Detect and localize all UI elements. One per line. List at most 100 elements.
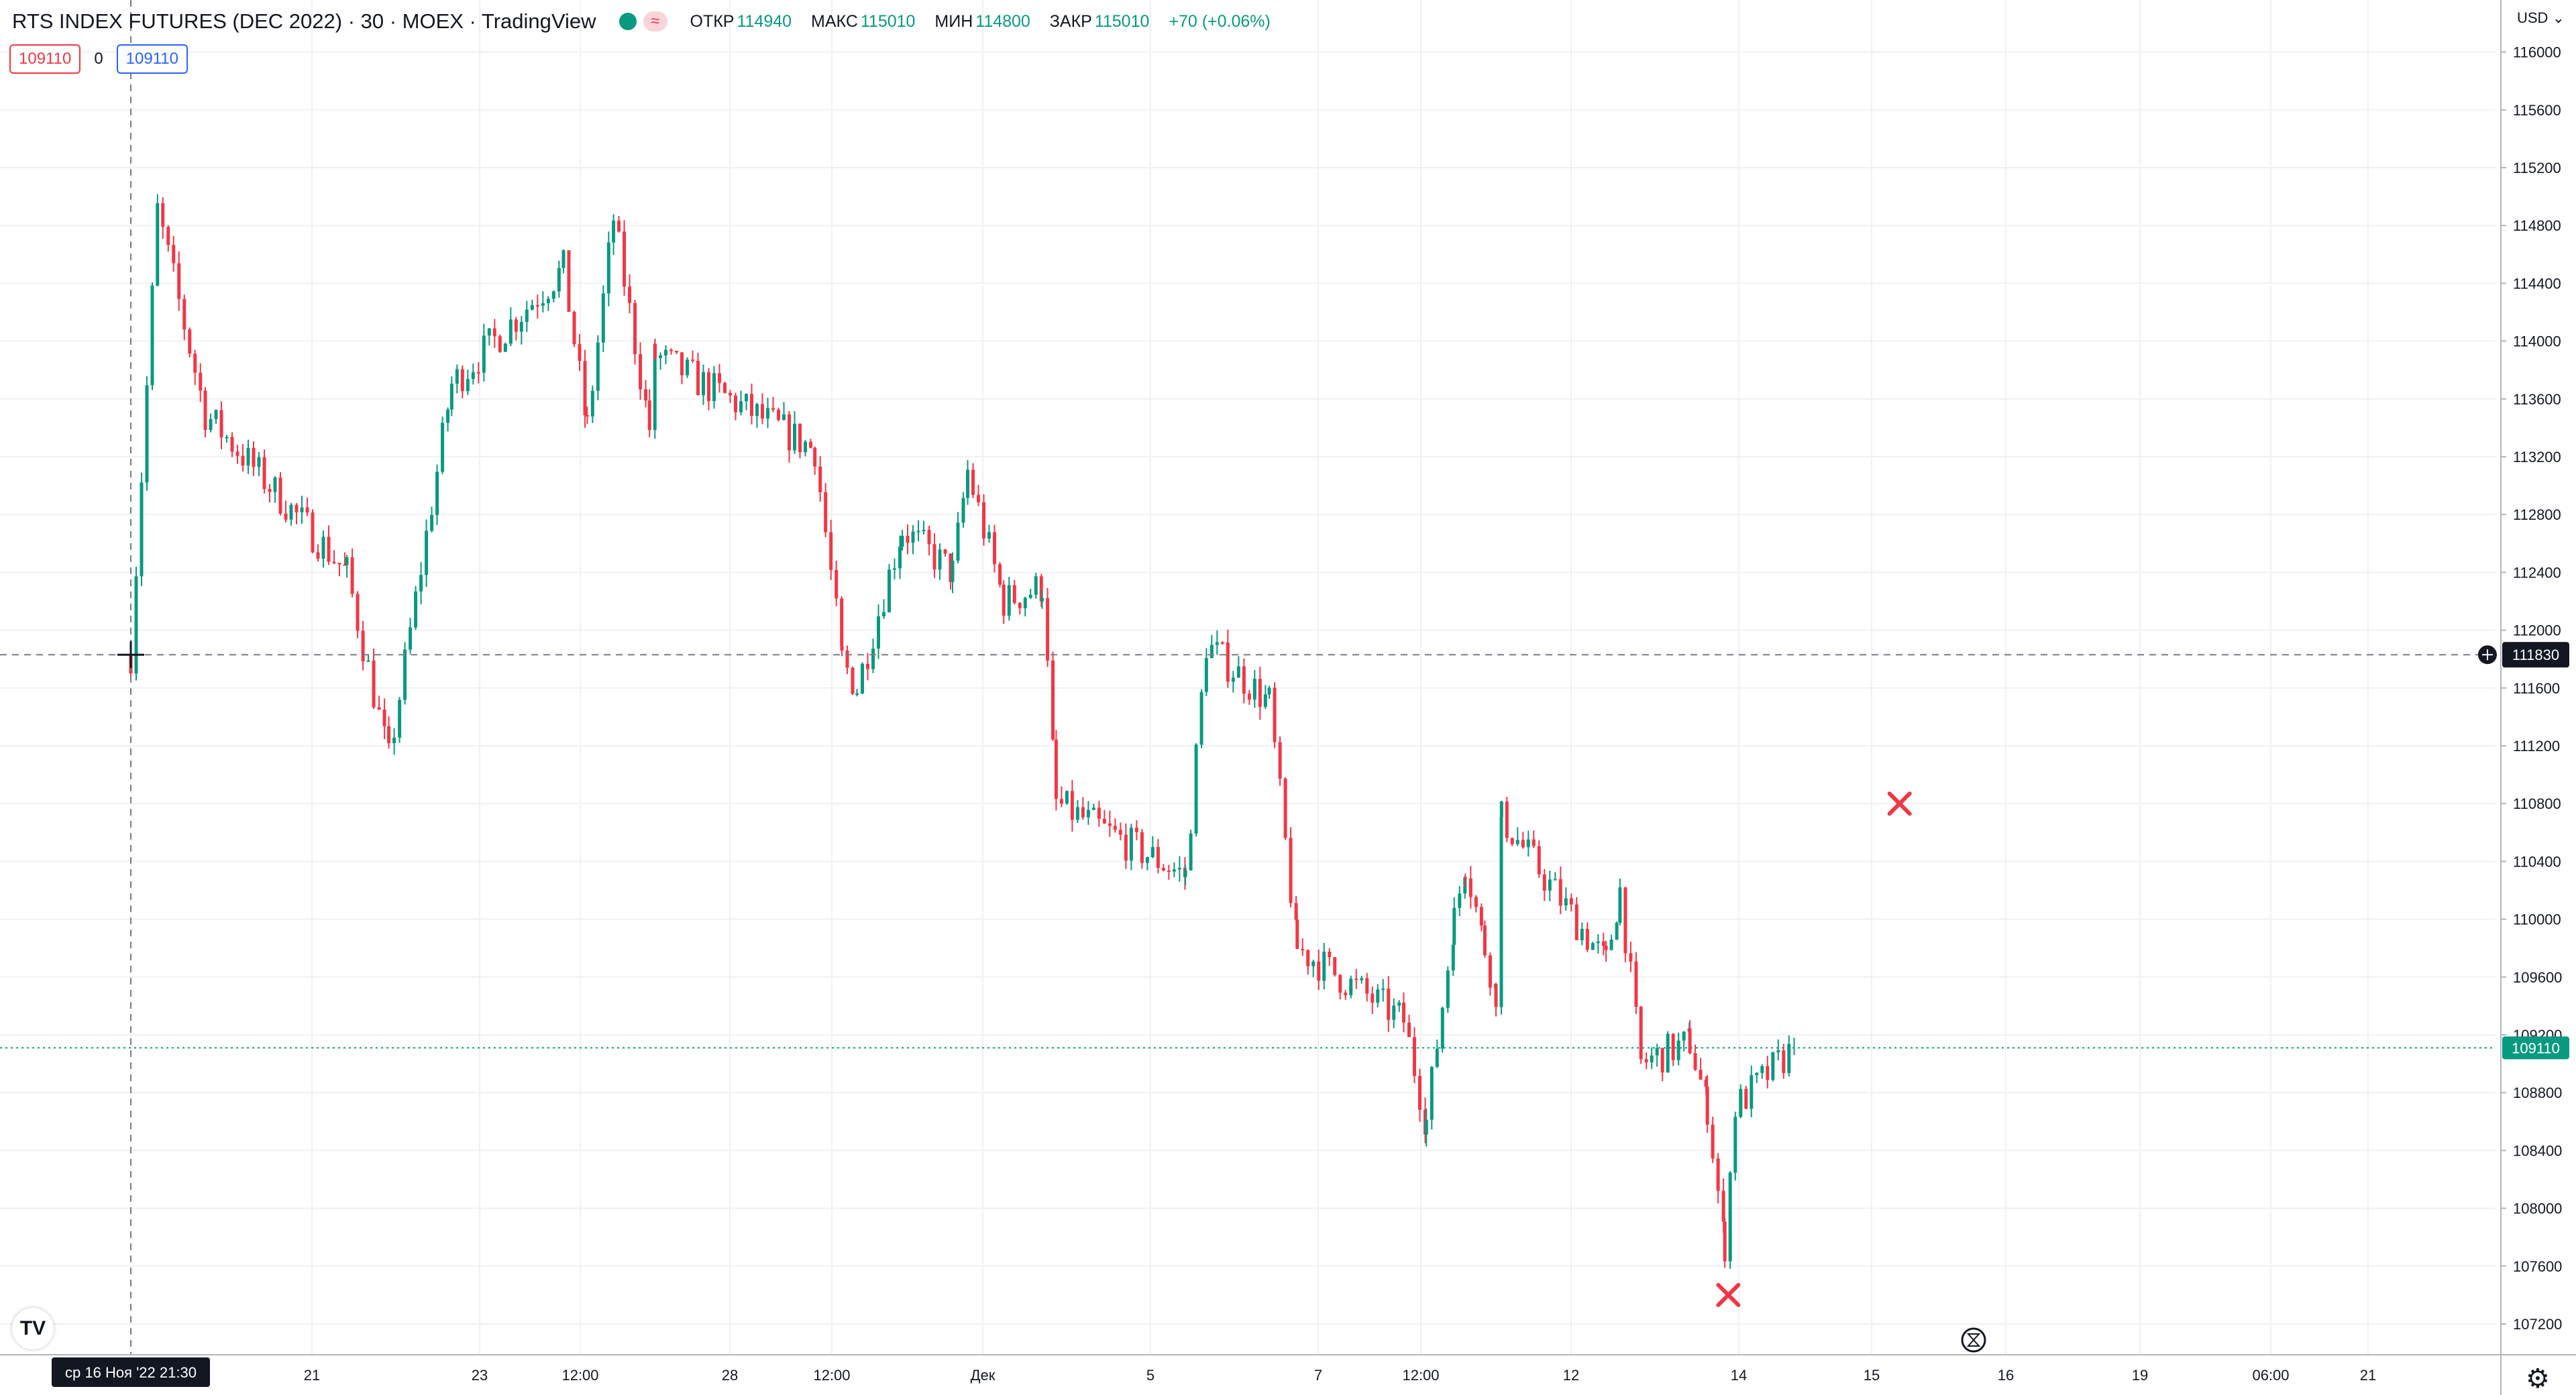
- candle-body: [612, 220, 616, 243]
- cross-marker-icon: [1716, 1282, 1741, 1307]
- x-tick-label: 28: [722, 1367, 738, 1384]
- candle-body: [350, 557, 354, 594]
- candle-body: [696, 361, 700, 396]
- candle-body: [1354, 979, 1358, 981]
- candle-body: [284, 513, 288, 520]
- candle-body: [1140, 832, 1144, 863]
- candle-body: [1766, 1066, 1770, 1080]
- candle-body: [278, 477, 282, 514]
- y-tick-label: 115200: [2513, 160, 2561, 176]
- candle-body: [653, 343, 657, 358]
- candle-body: [782, 414, 786, 421]
- symbol-title[interactable]: RTS INDEX FUTURES (DEC 2022) · 30 · MOEX…: [12, 9, 596, 33]
- candle-body: [1167, 870, 1171, 872]
- candle-body: [1023, 598, 1027, 608]
- candle-body: [1499, 817, 1503, 1007]
- open-value: 114940: [737, 11, 792, 31]
- crosshair-price-label: 111830: [2512, 647, 2559, 663]
- candle-body: [1210, 645, 1214, 659]
- candle-body: [1452, 907, 1456, 945]
- candle-body: [514, 319, 518, 332]
- y-tick-label: 110800: [2513, 795, 2561, 812]
- candle-body: [1333, 957, 1337, 975]
- candle-body: [172, 245, 176, 264]
- candle-body: [1548, 879, 1552, 891]
- candle-body: [1440, 1007, 1444, 1049]
- time-scale[interactable]: 21 23 12:00 28 12:00 Дек 5 7 12:00 12 14 15 16 19 06:0…: [0, 1354, 2576, 1387]
- candle-body: [1322, 952, 1326, 981]
- candle-body: [1397, 1002, 1401, 1006]
- y-tick-label: 110000: [2513, 911, 2561, 928]
- candle-body: [1294, 903, 1298, 920]
- candle-body: [932, 544, 936, 570]
- change-value: +70 (+0.06%): [1169, 11, 1271, 31]
- candle-body: [1458, 893, 1462, 908]
- candle-body: [449, 384, 453, 410]
- currency-dropdown[interactable]: USD ⌄: [2517, 9, 2565, 27]
- candle-body: [535, 304, 539, 306]
- candle-body: [1199, 691, 1203, 745]
- last-price-label: 109110: [2512, 1040, 2560, 1056]
- candle-body: [840, 598, 844, 647]
- x-tick-label: 21: [2360, 1367, 2376, 1384]
- candle-body: [1553, 879, 1557, 881]
- candle-body: [1644, 1059, 1648, 1063]
- buy-button[interactable]: 109110: [116, 44, 188, 74]
- candle-body: [1424, 1119, 1428, 1135]
- candle-body: [1145, 857, 1149, 863]
- candle-body: [1338, 974, 1342, 993]
- candle-body: [419, 575, 423, 592]
- candle-body: [712, 373, 716, 402]
- x-tick-label: 14: [1731, 1367, 1747, 1384]
- candle-body: [1220, 642, 1224, 644]
- candle-body: [578, 344, 582, 361]
- candle-body: [252, 447, 256, 467]
- candle-body: [1097, 807, 1101, 819]
- candle-body: [1688, 1028, 1692, 1054]
- candle-body: [1278, 742, 1282, 779]
- candle-body: [766, 408, 769, 419]
- candle-body: [409, 627, 413, 650]
- candle-body: [182, 298, 186, 330]
- candle-body: [1711, 1124, 1715, 1159]
- candle-body: [750, 394, 753, 416]
- candle-body: [1558, 879, 1562, 906]
- candle-body: [1204, 658, 1208, 692]
- open-label: ОТКР: [690, 11, 735, 31]
- market-status-icon[interactable]: [619, 13, 637, 30]
- crosshair-price-box: [2502, 642, 2569, 668]
- compare-icon[interactable]: ≈: [643, 11, 667, 32]
- x-tick-label: 12:00: [561, 1367, 598, 1384]
- candle-body: [1236, 666, 1240, 678]
- low-value: 114800: [975, 11, 1030, 31]
- gear-icon[interactable]: ⚙: [2526, 1364, 2550, 1394]
- candle-body: [927, 529, 931, 545]
- candle-body: [647, 400, 651, 431]
- candle-body: [1671, 1034, 1675, 1060]
- candle-body: [1129, 828, 1133, 861]
- candle-body: [343, 564, 347, 566]
- price-scale[interactable]: 1072001076001080001084001088001092001096…: [2478, 0, 2569, 1395]
- y-tick-label: 114800: [2513, 217, 2561, 234]
- tradingview-logo-icon[interactable]: TV: [12, 1308, 54, 1349]
- candle-body: [675, 351, 678, 353]
- candle-body: [824, 492, 828, 533]
- candle-body: [1542, 874, 1546, 891]
- candle-body: [235, 451, 239, 456]
- candle-body: [1289, 838, 1293, 903]
- candle-body: [1317, 961, 1321, 981]
- candle-body: [793, 423, 796, 451]
- candle-body: [561, 250, 566, 268]
- candle-body: [156, 203, 160, 286]
- trade-buttons: 109110 0 109110: [9, 44, 188, 74]
- candle-body: [1660, 1048, 1664, 1073]
- candle-body: [1183, 870, 1187, 877]
- chart-overlay: [0, 0, 2496, 1355]
- candle-body: [1252, 679, 1256, 700]
- sell-button[interactable]: 109110: [9, 44, 81, 74]
- candle-body: [1782, 1050, 1786, 1073]
- candle-body: [1344, 993, 1348, 995]
- candle-body: [1723, 1221, 1727, 1262]
- candle-body: [1046, 598, 1050, 661]
